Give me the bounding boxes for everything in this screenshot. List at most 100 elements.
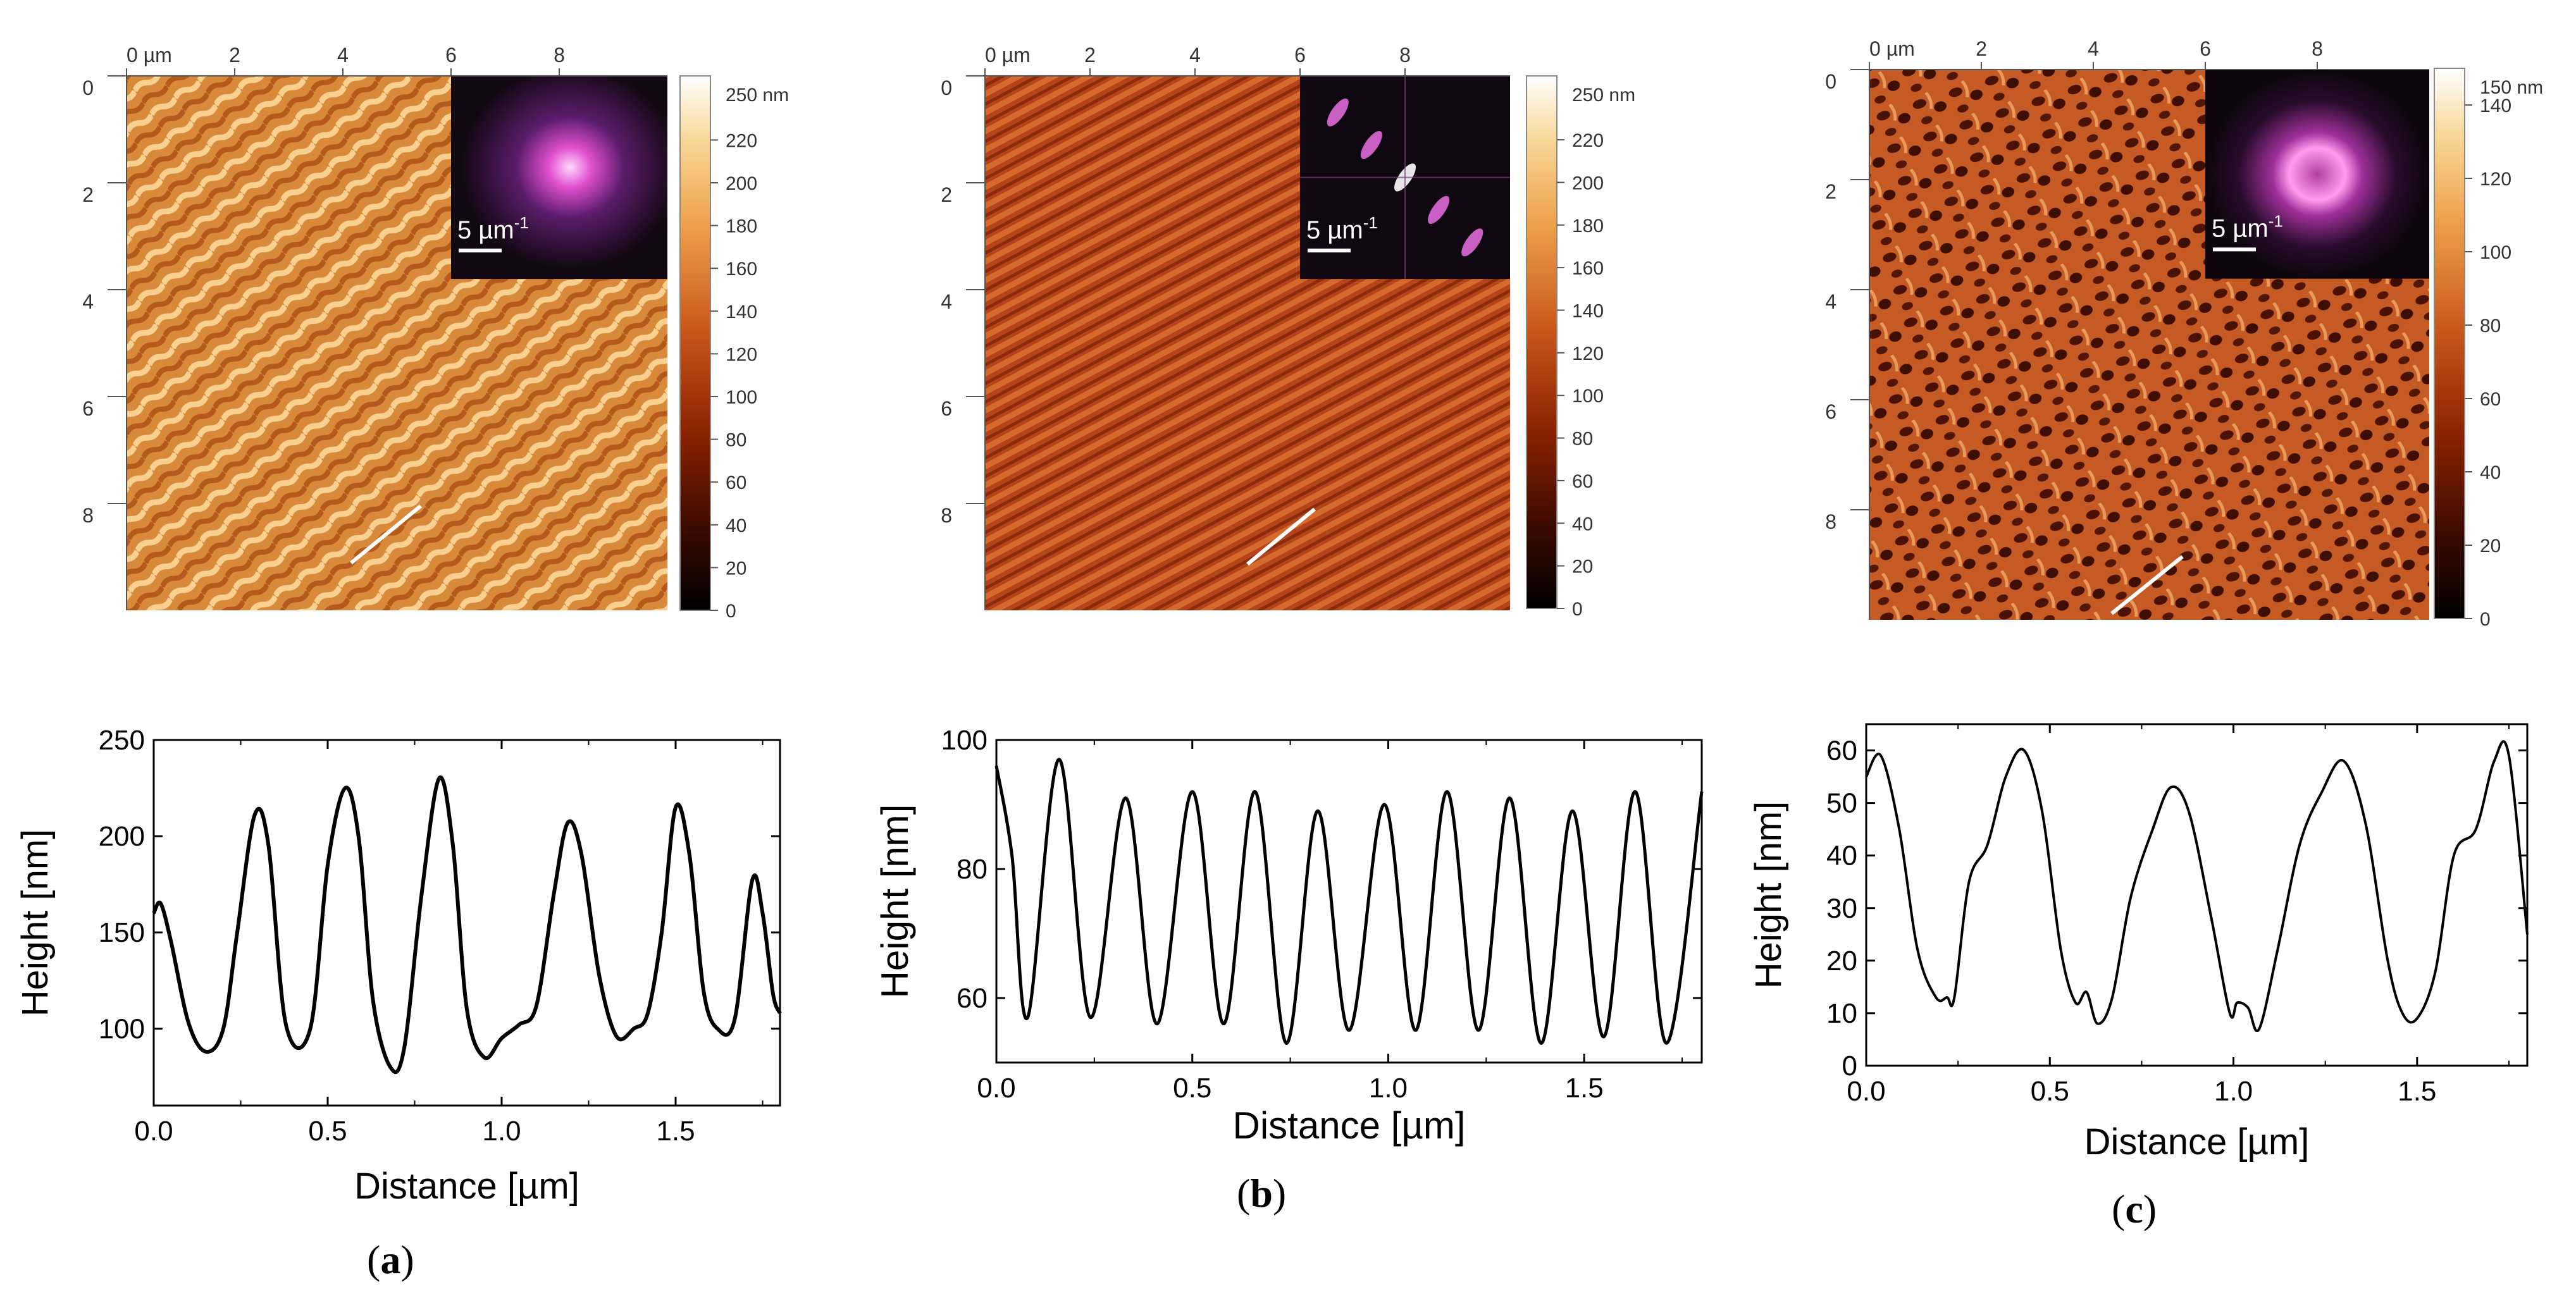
map-left-axis: 0 2 4 6 8 — [941, 75, 986, 610]
profile-line — [1246, 507, 1316, 566]
colorbar-tick-label: 120 — [1572, 343, 1604, 364]
colorbar-unit-label: 250 nm — [1572, 85, 1635, 106]
x-tick-label: 0.5 — [2031, 1076, 2069, 1107]
colorbar-tick-label: 0 — [1572, 599, 1583, 620]
profile-plot-c: 0.0 0.5 1.0 1.5 0 10 20 30 40 50 60 Distance [µm] He… — [1748, 723, 2529, 1162]
colorbar-tick-label: 120 — [2480, 169, 2511, 190]
y-tick-label: 200 — [99, 821, 145, 852]
fft-spot — [1327, 98, 1349, 126]
fft-spot — [1360, 131, 1382, 159]
y-tick-label: 30 — [1826, 893, 1857, 924]
map-y-tick-label: 4 — [941, 290, 952, 313]
x-tick-label: 1.0 — [1369, 1073, 1408, 1104]
map-x-tick-label: 8 — [2312, 37, 2323, 60]
map-x-tick-label: 4 — [2088, 37, 2099, 60]
y-tick-label: 80 — [957, 854, 988, 885]
colorbar-tick-label: 60 — [1572, 471, 1593, 492]
map-top-axis: 0 µm 2 4 6 8 — [984, 44, 1510, 77]
panel-label-c: (c) — [2112, 1187, 2157, 1231]
map-x-tick-label: 4 — [337, 44, 349, 66]
map-y-tick-label: 6 — [1825, 400, 1836, 423]
y-tick-label: 150 — [99, 917, 145, 948]
y-tick-label: 0 — [1842, 1051, 1857, 1082]
colorbar-tick-label: 20 — [726, 558, 746, 579]
x-tick-label: 0.0 — [1847, 1076, 1885, 1107]
map-x-tick-label: 6 — [1294, 44, 1306, 66]
fft-inset: 5 µm-1 — [1300, 76, 1510, 280]
y-tick-label: 60 — [957, 983, 988, 1014]
plot-frame — [1865, 723, 2529, 1067]
x-tick-label: 1.5 — [656, 1116, 695, 1147]
x-axis-label: Distance [µm] — [2084, 1121, 2310, 1162]
y-tick-label: 250 — [99, 725, 145, 756]
x-tick-label: 1.5 — [2398, 1076, 2436, 1107]
map-x-tick-label: 0 µm — [985, 44, 1031, 66]
colorbar-tick-label: 220 — [726, 130, 757, 151]
map-x-tick-label: 0 µm — [1869, 37, 1915, 60]
x-tick-label: 1.0 — [482, 1116, 521, 1147]
x-tick-label: 0.0 — [977, 1073, 1015, 1104]
x-axis-label: Distance [µm] — [354, 1166, 579, 1207]
map-y-tick-label: 0 — [941, 77, 952, 99]
map-y-tick-label: 8 — [82, 504, 94, 527]
colorbar-tick-label: 160 — [726, 259, 757, 280]
colorbar-tick-label: 140 — [726, 302, 757, 323]
colorbar-tick-label: 20 — [1572, 557, 1593, 577]
colorbar-tick-label: 80 — [1572, 429, 1593, 450]
y-axis-label: Height [nm] — [15, 829, 56, 1017]
colorbar-tick-label: 60 — [726, 472, 746, 493]
y-tick-label: 10 — [1826, 998, 1857, 1029]
map-y-tick-label: 6 — [941, 397, 952, 420]
series-line — [152, 775, 782, 1075]
series-line — [1865, 740, 2529, 1032]
x-tick-label: 1.5 — [1565, 1073, 1604, 1104]
map-x-tick-label: 8 — [554, 44, 565, 66]
y-tick-label: 60 — [1826, 736, 1857, 767]
y-tick-label: 100 — [99, 1013, 145, 1044]
colorbar-tick-label: 160 — [1572, 258, 1604, 279]
x-tick-label: 1.0 — [2214, 1076, 2253, 1107]
map-y-tick-label: 6 — [82, 397, 94, 420]
panel-label-a: (a) — [367, 1237, 414, 1282]
map-x-tick-label: 2 — [1084, 44, 1096, 66]
colorbar-tick-label: 100 — [2480, 242, 2511, 263]
map-y-tick-label: 4 — [82, 290, 94, 313]
map-x-tick-label: 2 — [229, 44, 240, 66]
x-tick-label: 0.5 — [308, 1116, 347, 1147]
series-line — [994, 758, 1704, 1045]
y-axis-label: Height [nm] — [1748, 801, 1789, 989]
x-tick-label: 0.0 — [134, 1116, 173, 1147]
y-tick-label: 50 — [1826, 788, 1857, 819]
colorbar-unit-label: 250 nm — [726, 85, 789, 106]
colorbar-tick-label: 40 — [1572, 514, 1593, 534]
colorbar-tick-label: 120 — [726, 344, 757, 365]
map-x-tick-label: 8 — [1399, 44, 1411, 66]
y-tick-label: 20 — [1826, 946, 1857, 977]
colorbar-tick-label: 180 — [726, 216, 757, 237]
map-left-axis: 0 2 4 6 8 — [82, 75, 127, 610]
map-y-tick-label: 0 — [1825, 70, 1836, 93]
plot-frame — [152, 739, 781, 1107]
colorbar-tick-label: 100 — [1572, 386, 1604, 407]
panel-label-b: (b) — [1237, 1171, 1287, 1216]
colorbar-tick-label: 60 — [2480, 389, 2501, 410]
colorbar-tick-label: 80 — [2480, 316, 2501, 336]
colorbar-tick-label: 180 — [1572, 216, 1604, 237]
map-y-tick-label: 2 — [941, 183, 952, 206]
colorbar-tick-label: 200 — [726, 173, 757, 194]
map-left-axis: 0 2 4 6 8 — [1825, 69, 1870, 620]
map-y-tick-label: 0 — [82, 77, 94, 99]
colorbar-tick-label: 80 — [726, 430, 746, 451]
y-tick-label: 100 — [941, 725, 988, 756]
fft-inset: 5 µm-1 — [451, 76, 667, 280]
plot-frame — [995, 739, 1703, 1064]
map-y-tick-label: 8 — [941, 504, 952, 527]
x-tick-label: 0.5 — [1173, 1073, 1211, 1104]
map-y-tick-label: 8 — [1825, 510, 1836, 533]
